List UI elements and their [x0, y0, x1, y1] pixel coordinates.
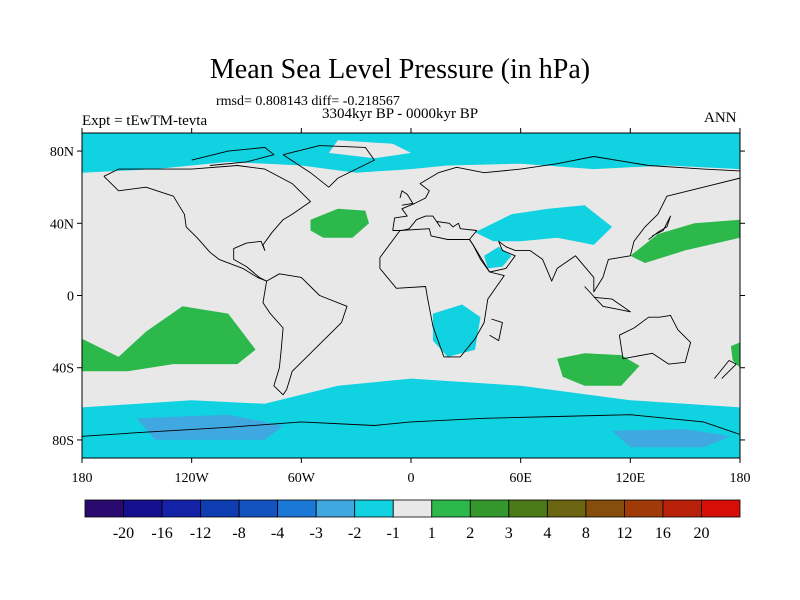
- colorbar-swatch: [238, 499, 279, 518]
- coastline-eurasia: [392, 156, 740, 293]
- region-north-atlantic-positive: [310, 208, 369, 238]
- y-tick-label: 0: [67, 290, 74, 305]
- colorbar-label: -2: [348, 525, 361, 542]
- region-southern-africa-negative: [432, 304, 481, 357]
- x-tick-label: 120E: [616, 471, 646, 486]
- colorbar-label: -20: [113, 525, 134, 542]
- region-north-pacific-positive: [630, 219, 740, 263]
- colorbar-swatch: [354, 499, 394, 518]
- colorbar-label: 12: [616, 525, 632, 542]
- coastline-greenland: [282, 145, 375, 188]
- colorbar-label: 16: [655, 525, 671, 542]
- colorbar-swatch: [200, 499, 240, 518]
- colorbar-swatch: [701, 499, 741, 518]
- region-arctic-weak-positive: [328, 140, 411, 159]
- coastline-south-america: [262, 273, 348, 396]
- colorbar-label: -8: [232, 525, 245, 542]
- colorbar-label: 2: [466, 525, 474, 542]
- season-label: ANN: [704, 110, 737, 126]
- colorbar-label: -4: [271, 525, 284, 542]
- colorbar-swatch: [585, 499, 625, 518]
- colorbar-label: -16: [151, 525, 172, 542]
- colorbar-label: -12: [190, 525, 211, 542]
- chart-title: Mean Sea Level Pressure (in hPa): [209, 54, 591, 85]
- colorbar-swatch: [469, 499, 510, 518]
- colorbar-swatch: [546, 499, 587, 518]
- coastline-new-zealand: [714, 360, 737, 379]
- colorbar-label: -3: [310, 525, 323, 542]
- colorbar-swatch: [662, 499, 702, 518]
- colorbar-swatch: [123, 499, 163, 518]
- colorbar-label: 1: [428, 525, 436, 542]
- colorbar-swatch: [277, 499, 317, 518]
- colorbar-swatch: [315, 499, 356, 518]
- region-arabia-negative: [484, 246, 512, 269]
- x-axis: 180 120W 60W 0 60E 120E 180: [72, 128, 751, 486]
- coastline-indonesia: [584, 286, 631, 313]
- colorbar-label: 3: [505, 525, 513, 542]
- region-south-indian-positive: [557, 353, 640, 386]
- experiment-label: Expt = tEwTM-tevta: [82, 113, 208, 129]
- colorbar-swatch: [431, 499, 471, 518]
- colorbar-swatch: [392, 499, 433, 518]
- x-tick-label: 180: [72, 471, 93, 486]
- y-tick-label: 40S: [52, 362, 74, 377]
- colorbar-label: 4: [543, 525, 551, 542]
- x-tick-label: 0: [408, 471, 415, 486]
- colorbar-swatch: [508, 499, 548, 518]
- y-tick-label: 80S: [52, 434, 74, 449]
- x-tick-label: 180: [730, 471, 751, 486]
- y-axis: 80N 40N 0 40S 80S: [50, 145, 745, 449]
- x-tick-label: 120W: [175, 471, 210, 486]
- colorbar-label: 20: [694, 525, 710, 542]
- region-antarctic-moderate-negative: [136, 414, 284, 440]
- region-central-asia-negative: [475, 205, 613, 245]
- colorbar: -20 -16 -12 -8 -4 -3 -2 -1 1 2 3 4 8 12 16 20: [84, 499, 741, 542]
- colorbar-label: -1: [387, 525, 400, 542]
- period-text: 3304kyr BP - 0000kyr BP: [322, 106, 479, 122]
- coastline-africa: [379, 228, 505, 358]
- coastline-british-isles: [399, 190, 414, 206]
- x-tick-label: 60E: [509, 471, 532, 486]
- map-plot-area: [82, 133, 740, 458]
- coastline-arctic-archipelago: [191, 146, 275, 166]
- coastline-australia: [618, 314, 692, 365]
- coastline-madagascar: [489, 318, 503, 342]
- region-south-pacific-positive: [82, 306, 256, 372]
- region-arctic-negative: [82, 133, 740, 173]
- colorbar-swatch: [84, 499, 124, 518]
- coastline-japan: [648, 215, 671, 240]
- colorbar-swatch: [624, 499, 664, 518]
- region-east-pacific-edge-positive: [730, 342, 740, 368]
- colorbar-swatch: [161, 499, 201, 518]
- stats-text: rmsd= 0.808143 diff= -0.218567: [216, 94, 400, 109]
- coastline-antarctica: [82, 414, 740, 437]
- x-tick-label: 60W: [288, 471, 316, 486]
- region-ross-sea-negative: [612, 429, 731, 448]
- coastline-north-america: [103, 165, 311, 282]
- y-tick-label: 80N: [50, 145, 74, 160]
- colorbar-label: 8: [582, 525, 590, 542]
- y-tick-label: 40N: [50, 217, 74, 232]
